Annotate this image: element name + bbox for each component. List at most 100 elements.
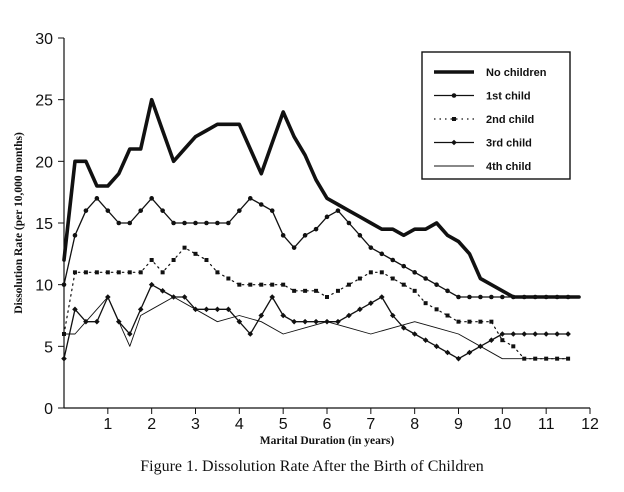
data-point <box>181 294 188 300</box>
data-point <box>488 337 495 343</box>
data-point <box>105 270 110 275</box>
data-point <box>456 294 461 300</box>
data-point <box>335 288 340 293</box>
data-point <box>237 282 242 287</box>
data-point <box>433 343 440 350</box>
data-point <box>335 208 341 213</box>
data-point <box>554 331 560 337</box>
series-line <box>62 97 581 299</box>
data-point <box>357 306 363 313</box>
y-tick-label: 25 <box>35 93 53 110</box>
legend-marker <box>452 117 456 121</box>
data-point <box>346 282 351 287</box>
data-point <box>444 349 451 356</box>
data-point <box>237 208 242 213</box>
data-point <box>565 331 571 337</box>
legend-item: No children <box>434 67 547 79</box>
x-tick-label: 6 <box>323 416 332 433</box>
data-point <box>94 318 100 325</box>
data-point <box>159 288 166 294</box>
data-point <box>467 294 472 300</box>
data-point <box>105 208 111 213</box>
data-point <box>61 282 67 287</box>
data-point <box>160 270 165 275</box>
data-point <box>226 220 231 226</box>
legend-label: No children <box>486 67 547 79</box>
x-tick-label: 3 <box>191 416 200 433</box>
data-point <box>489 319 494 324</box>
legend-item: 1st child <box>434 91 531 103</box>
data-point <box>160 208 165 213</box>
data-point <box>270 282 275 287</box>
data-point <box>61 355 67 362</box>
data-point <box>72 233 78 238</box>
x-tick-label: 8 <box>410 416 419 433</box>
series-group <box>61 97 581 362</box>
data-point <box>335 318 341 325</box>
data-point <box>521 294 527 300</box>
legend-marker <box>451 139 457 146</box>
data-point <box>499 331 506 337</box>
data-point <box>83 270 88 275</box>
data-point <box>72 270 77 275</box>
data-point <box>259 282 264 287</box>
data-point <box>302 318 308 325</box>
data-point <box>478 294 483 300</box>
legend-marker <box>451 93 457 98</box>
x-tick-label: 9 <box>454 416 463 433</box>
data-point <box>434 307 439 312</box>
data-point <box>466 349 473 356</box>
data-point <box>149 196 154 201</box>
data-point <box>138 208 144 213</box>
data-point <box>72 306 78 313</box>
series-line <box>63 247 569 360</box>
y-tick-label: 10 <box>35 278 53 295</box>
data-point <box>291 245 297 250</box>
data-point <box>137 306 144 313</box>
series-line <box>63 197 569 298</box>
data-point <box>303 288 308 293</box>
data-point <box>225 306 232 313</box>
x-tick-label: 2 <box>147 416 156 433</box>
data-point <box>346 220 352 226</box>
series-5 <box>63 296 569 360</box>
data-point <box>510 294 516 300</box>
data-point <box>532 294 538 300</box>
y-axis-label: Dissolution Rate (per 10,000 months) <box>13 132 25 314</box>
data-point <box>280 312 286 319</box>
data-point <box>126 331 133 337</box>
data-point <box>258 202 264 207</box>
figure-caption: Figure 1. Dissolution Rate After the Bir… <box>140 458 484 475</box>
data-point <box>215 220 220 226</box>
data-point <box>127 220 133 226</box>
data-point <box>302 233 308 238</box>
data-point <box>148 281 155 288</box>
data-point <box>500 294 505 300</box>
data-point <box>116 220 122 226</box>
legend-label: 1st child <box>486 91 531 103</box>
data-point <box>247 331 254 337</box>
data-point <box>248 282 253 287</box>
data-point <box>292 288 297 293</box>
data-point <box>193 251 198 256</box>
data-point <box>116 270 121 275</box>
x-axis-label: Marital Duration (in years) <box>260 435 395 447</box>
legend-label: 4th child <box>486 161 531 173</box>
data-point <box>182 220 187 226</box>
y-tick-label: 0 <box>44 401 53 418</box>
data-point <box>389 312 396 319</box>
series-1 <box>62 97 581 299</box>
data-point <box>434 282 439 287</box>
data-point <box>368 270 373 275</box>
legend-item: 4th child <box>434 161 531 173</box>
data-point <box>401 263 407 269</box>
data-point <box>357 276 362 281</box>
data-point <box>313 226 319 232</box>
x-tick-label: 10 <box>493 416 511 433</box>
legend-label: 3rd child <box>486 138 532 150</box>
data-point <box>325 295 329 299</box>
legend-item: 3rd child <box>434 138 532 150</box>
y-tick-label: 5 <box>44 339 53 356</box>
data-point <box>423 301 428 306</box>
